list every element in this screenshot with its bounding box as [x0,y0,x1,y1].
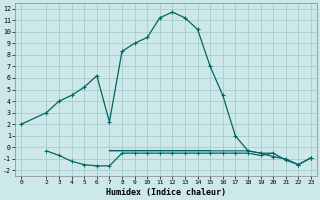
X-axis label: Humidex (Indice chaleur): Humidex (Indice chaleur) [106,188,226,197]
